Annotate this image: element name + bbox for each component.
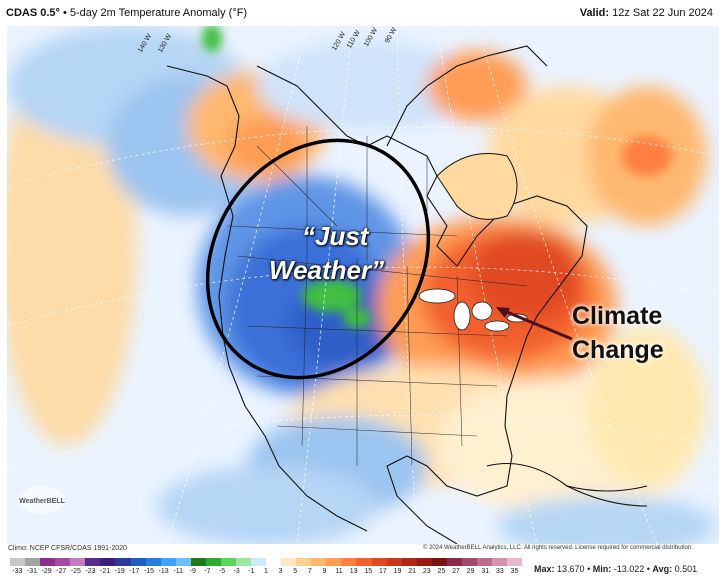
colorbar-tick-label: 21 (408, 568, 417, 575)
weatherbell-logo: WeatherBELL (18, 486, 66, 514)
max-value: 13.670 (557, 564, 585, 574)
copyright-notice: © 2024 WeatherBELL Analytics, LLC. All r… (423, 545, 693, 551)
colorbar-swatch (55, 558, 71, 566)
colorbar-swatch (416, 558, 432, 566)
colorbar-tick-label: 23 (422, 568, 431, 575)
colorbar-tick-label: -23 (85, 568, 96, 575)
colorbar-tick-label: 35 (510, 568, 519, 575)
colorbar-tick-label: 5 (293, 568, 298, 575)
climo-source: Climo: NCEP CFSR/CDAS 1991-2020 (8, 545, 127, 552)
colorbar-swatch (10, 558, 26, 566)
colorbar-tick-label: -21 (100, 568, 111, 575)
colorbar-swatch (492, 558, 508, 566)
just-weather-label-line2: Weather” (269, 255, 385, 285)
colorbar-tick-label: -19 (114, 568, 125, 575)
colorbar-swatch (145, 558, 161, 566)
colorbar-tick-label: -29 (41, 568, 52, 575)
colorbar-tick-label: -33 (12, 568, 23, 575)
colorbar-swatch (266, 558, 282, 566)
colorbar-tick-label: -15 (143, 568, 154, 575)
max-label: Max: (534, 564, 555, 574)
colorbar-swatch (281, 558, 297, 566)
colorbar-tick-label: 25 (437, 568, 446, 575)
colorbar-swatch (70, 558, 86, 566)
colorbar-tick-label: 3 (278, 568, 283, 575)
footer: Climo: NCEP CFSR/CDAS 1991-2020 © 2024 W… (0, 544, 721, 584)
climate-change-arrow (501, 308, 573, 341)
colorbar-swatch (205, 558, 221, 566)
colorbar-tick-label: -1 (248, 568, 255, 575)
colorbar-swatch (235, 558, 251, 566)
colorbar (10, 558, 523, 566)
colorbar-swatch (326, 558, 342, 566)
avg-value: 0.501 (674, 564, 698, 574)
min-value: -13.022 (613, 564, 645, 574)
colorbar-swatch (296, 558, 312, 566)
colorbar-tick-label: -13 (158, 568, 169, 575)
product-name: • 5-day 2m Temperature Anomaly (°F) (59, 7, 248, 19)
avg-label: Avg: (652, 564, 673, 574)
climate-change-label-line1: Climate (572, 302, 663, 330)
colorbar-tick-label: -9 (189, 568, 196, 575)
colorbar-swatch (100, 558, 116, 566)
colorbar-tick-label: -17 (129, 568, 140, 575)
model-name: CDAS 0.5° (6, 7, 60, 19)
just-weather-label-line1: “Just (302, 221, 369, 251)
colorbar-tick-label: 27 (452, 568, 460, 575)
valid-time: Valid: 12z Sat 22 Jun 2024 (580, 7, 713, 19)
colorbar-swatch (507, 558, 523, 566)
colorbar-tick-label: 17 (379, 568, 387, 575)
colorbar-swatch (461, 558, 477, 566)
colorbar-tick-label: 19 (393, 568, 402, 575)
colorbar-tick-label: 15 (364, 568, 373, 575)
colorbar-tick-label: -3 (233, 568, 240, 575)
colorbar-tick-label: -5 (218, 568, 226, 575)
colorbar-tick-label: 31 (481, 568, 490, 575)
valid-time-value: 12z Sat 22 Jun 2024 (609, 7, 713, 19)
colorbar-tick-label: -7 (204, 568, 211, 575)
product-title: CDAS 0.5° • 5-day 2m Temperature Anomaly… (6, 7, 247, 19)
svg-text:WeatherBELL: WeatherBELL (19, 498, 65, 505)
colorbar-swatch (356, 558, 372, 566)
colorbar-tick-label: 13 (349, 568, 358, 575)
colorbar-swatch (401, 558, 417, 566)
colorbar-swatch (251, 558, 267, 566)
colorbar-swatch (386, 558, 402, 566)
colorbar-swatch (341, 558, 357, 566)
temperature-anomaly-map: WeatherBELL 140 W 130 W 120 W 110 W 100 … (7, 26, 719, 544)
colorbar-swatch (431, 558, 447, 566)
colorbar-tick-label: 9 (322, 568, 327, 575)
min-label: Min: (592, 564, 612, 574)
field-statistics: Max: 13.670 • Min: -13.022 • Avg: 0.501 (534, 564, 698, 574)
colorbar-tick-label: -11 (173, 568, 183, 575)
colorbar-swatch (371, 558, 387, 566)
just-weather-ellipse (205, 138, 431, 380)
colorbar-tick-label: -25 (70, 568, 81, 575)
colorbar-tick-label: 7 (307, 568, 312, 575)
colorbar-tick-label: -31 (26, 568, 37, 575)
colorbar-tick-label: -27 (56, 568, 67, 575)
header-bar: CDAS 0.5° • 5-day 2m Temperature Anomaly… (0, 0, 721, 26)
colorbar-swatch (130, 558, 146, 566)
colorbar-tick-label: 29 (466, 568, 475, 575)
colorbar-tick-label: 1 (263, 568, 268, 575)
colorbar-ticks: -33 -31 -29 -27 -25 -23 -21 -19 -17 -15 -13 -11 -9 -7… (10, 568, 522, 575)
arrow-head-icon (496, 307, 510, 318)
colorbar-tick-label: 33 (496, 568, 504, 575)
anomaly-field: WeatherBELL (7, 26, 719, 544)
colorbar-swatch (25, 558, 41, 566)
colorbar-swatch (175, 558, 191, 566)
climate-change-label-line2: Change (572, 336, 664, 364)
colorbar-swatch (446, 558, 462, 566)
colorbar-swatch (476, 558, 492, 566)
colorbar-tick-label: 11 (335, 568, 343, 575)
valid-label: Valid: (579, 7, 610, 19)
colorbar-swatch (220, 558, 236, 566)
colorbar-swatch (311, 558, 327, 566)
colorbar-swatch (160, 558, 176, 566)
colorbar-swatch (190, 558, 206, 566)
colorbar-swatch (40, 558, 56, 566)
colorbar-swatch (85, 558, 101, 566)
colorbar-swatch (115, 558, 131, 566)
